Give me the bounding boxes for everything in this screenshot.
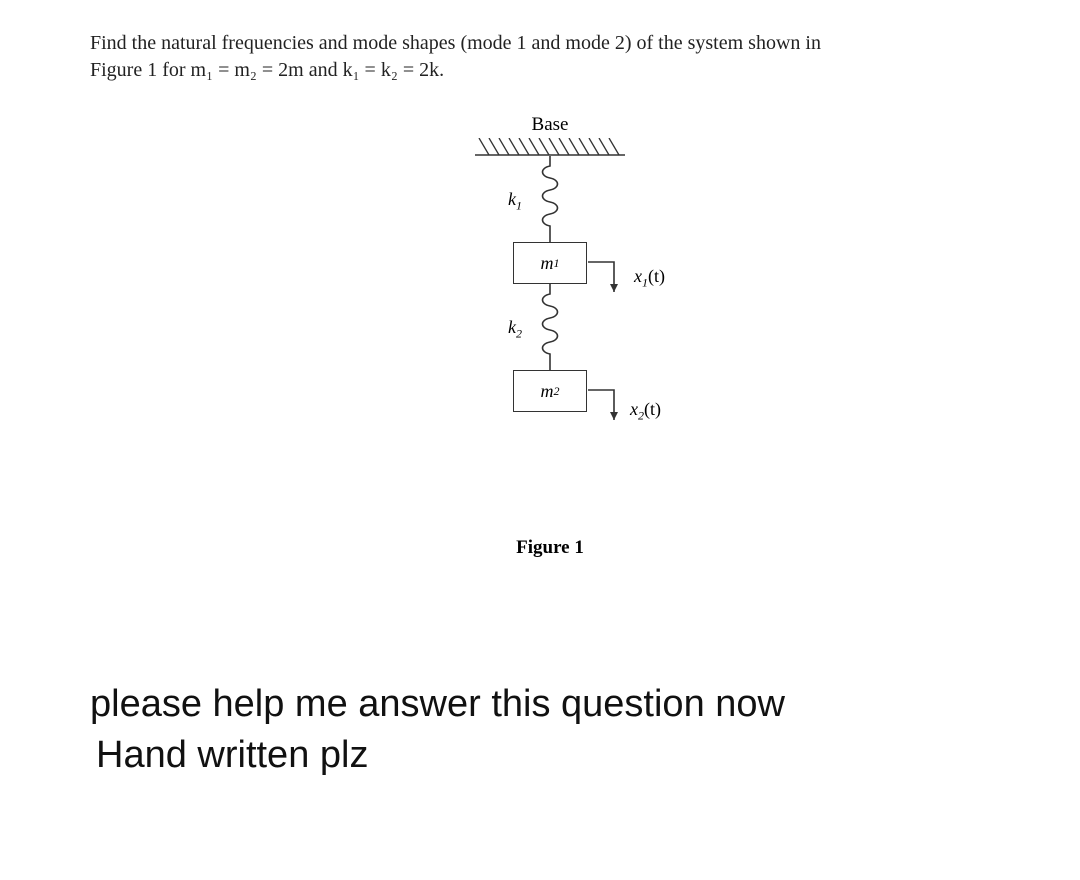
user-request-text: please help me answer this question now …	[90, 679, 1010, 782]
problem-statement: Find the natural frequencies and mode sh…	[90, 30, 1010, 84]
spring-k1-icon	[534, 156, 566, 242]
base-label: Base	[532, 114, 569, 136]
problem-line1: Find the natural frequencies and mode sh…	[90, 32, 821, 54]
spring-k2-icon	[534, 284, 566, 370]
problem-line2: Figure 1 for m₁ = m₂ = 2m and k₁ = k₂ = …	[90, 59, 444, 81]
x1-label: x1(t)	[634, 266, 665, 291]
figure-1-diagram: Base	[420, 114, 680, 514]
x2-arrow-icon	[588, 380, 628, 428]
x2-label: x2(t)	[630, 399, 661, 424]
figure-caption: Figure 1	[90, 537, 1010, 559]
x1-arrow-icon	[588, 252, 628, 300]
request-line1: please help me answer this question now	[90, 683, 785, 725]
k1-label: k1	[508, 189, 522, 214]
mass-m1: m1	[513, 242, 587, 284]
request-line2: Hand written plz	[90, 734, 368, 776]
figure-container: Base	[90, 114, 1010, 559]
ground-hatch-icon	[475, 138, 625, 156]
k2-label: k2	[508, 317, 522, 342]
mass-m2: m2	[513, 370, 587, 412]
